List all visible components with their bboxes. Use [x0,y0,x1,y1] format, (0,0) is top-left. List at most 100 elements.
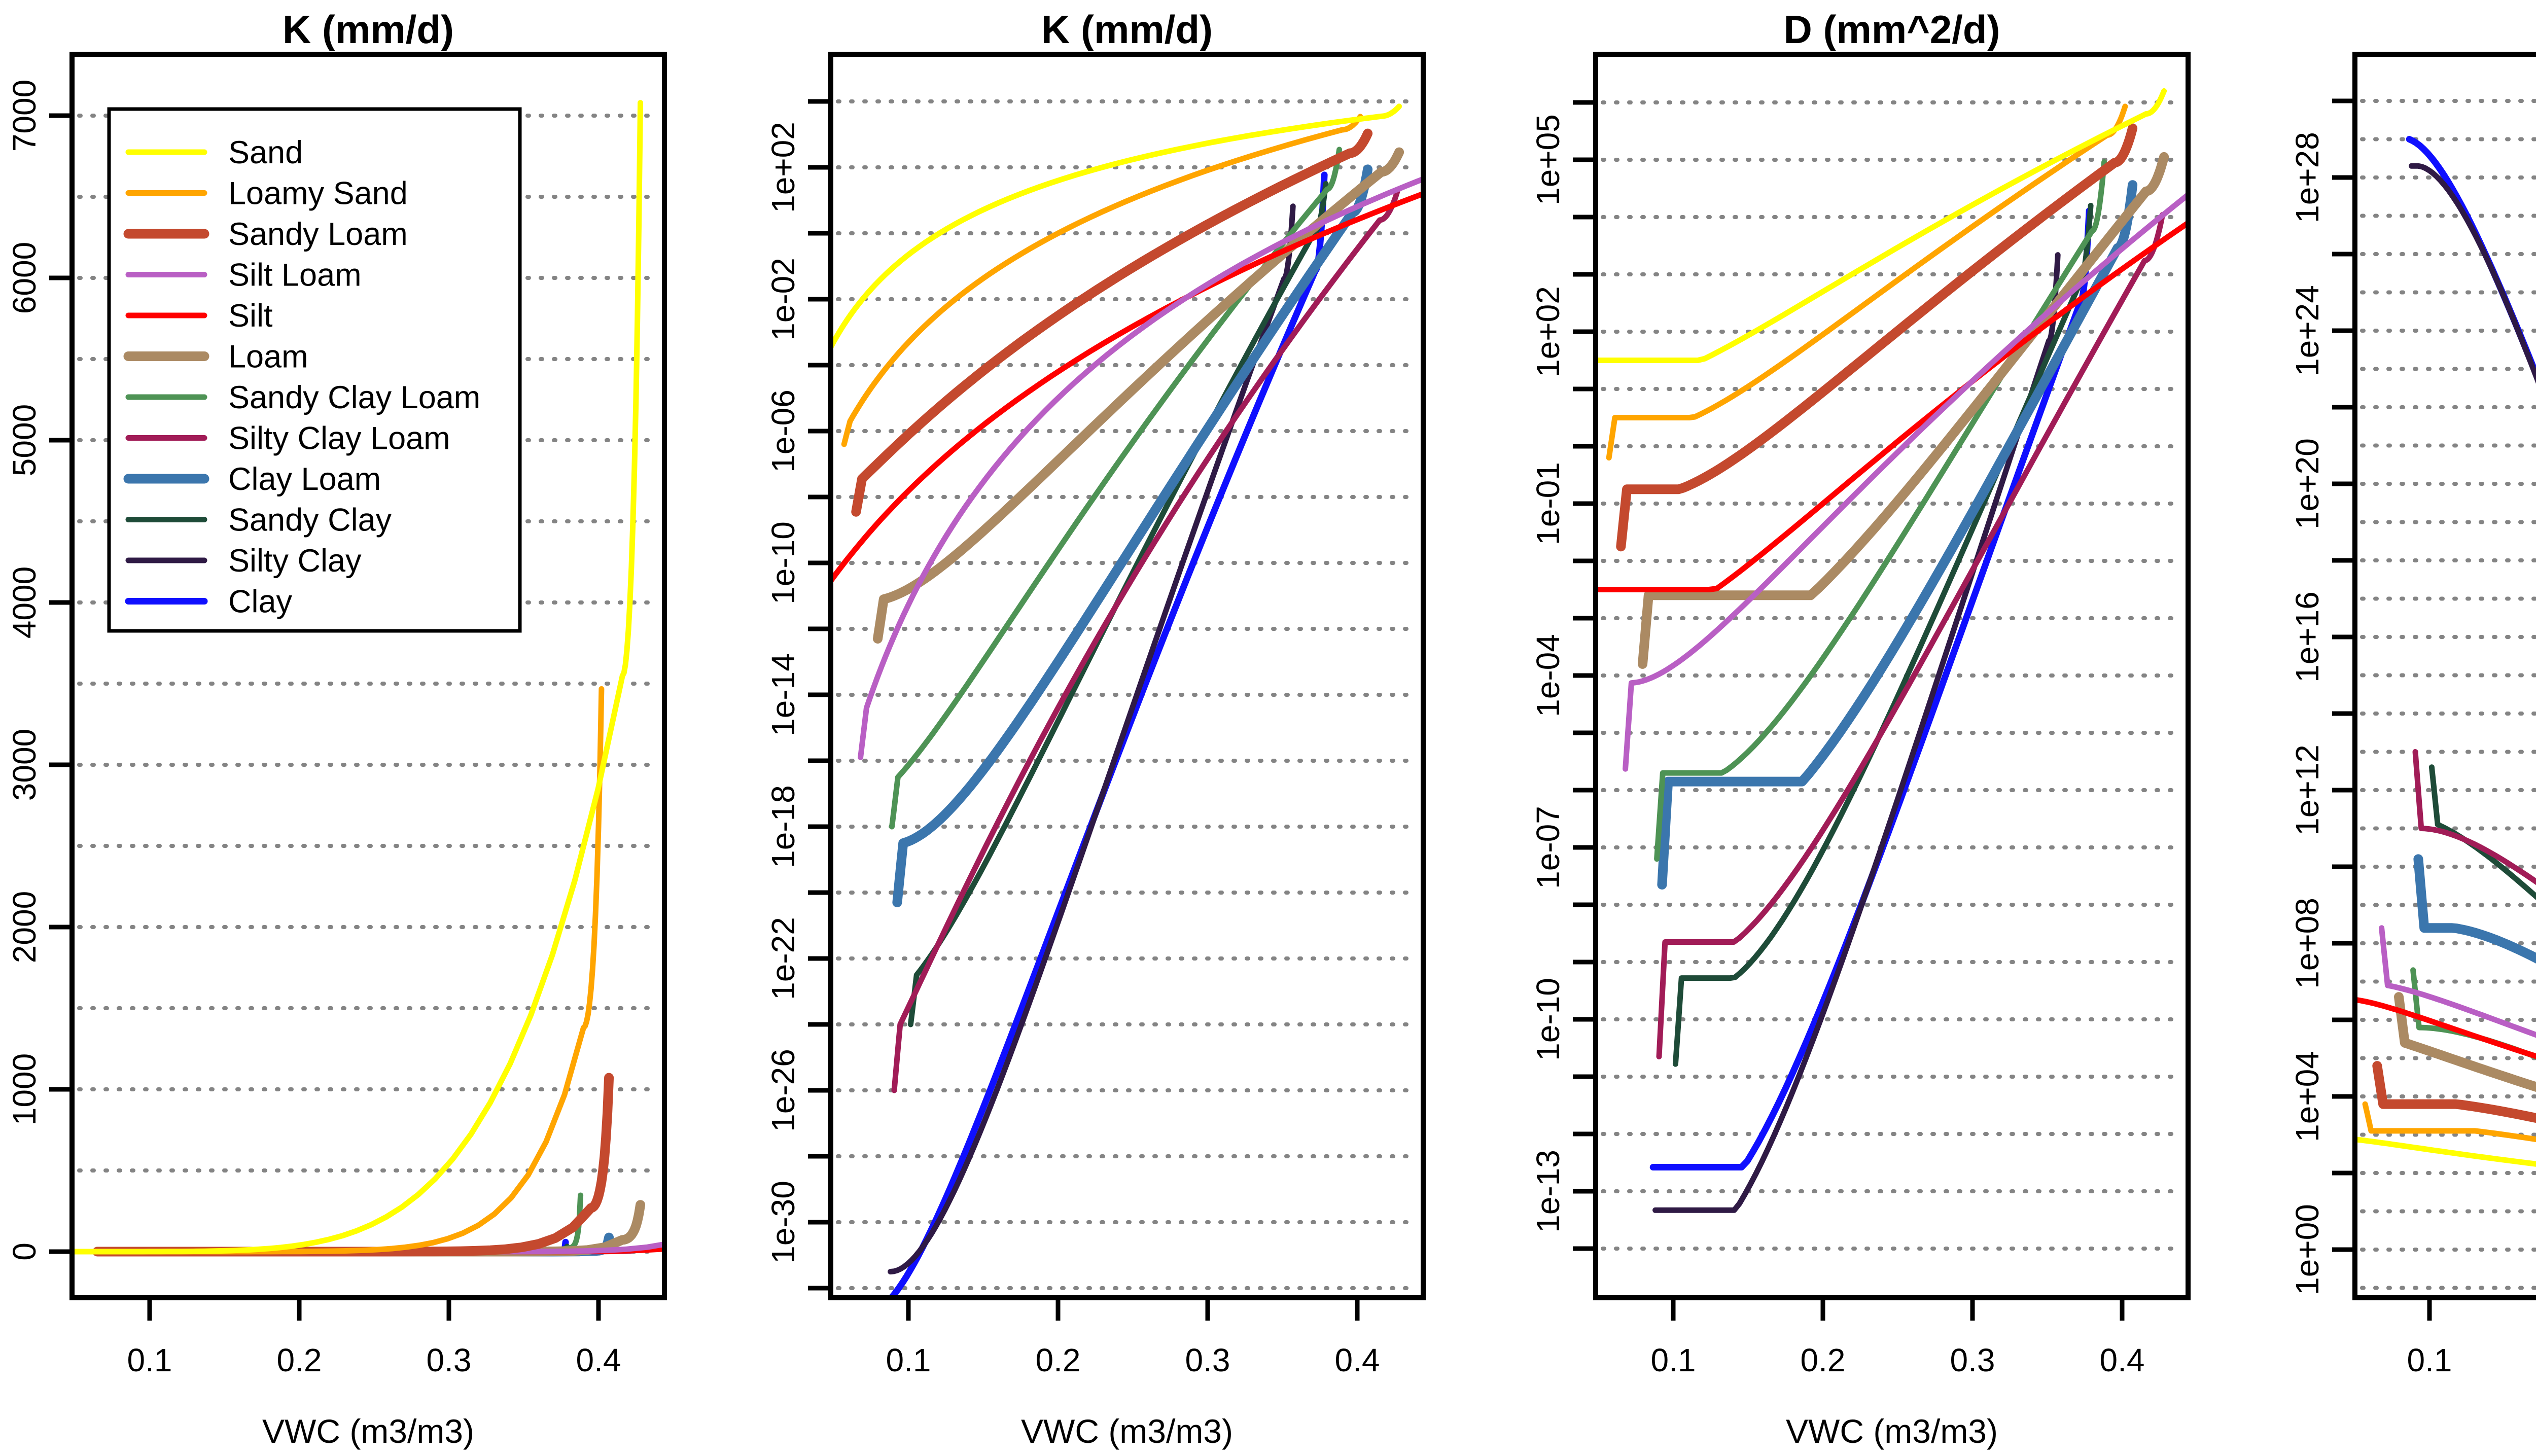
plot-frame [828,52,1426,1300]
legend-item-sandy-clay: Sandy Clay [125,503,392,538]
legend-item-sand: Sand [125,135,303,170]
y-tick-label: 7000 [6,80,43,152]
legend-item-sandy-loam: Sandy Loam [123,217,408,252]
y-tick-label: 1e+16 [2289,591,2326,683]
curve-clay-loam [2413,854,2536,964]
legend-item-loamy-sand: Loamy Sand [125,176,408,211]
y-tick-label: 2000 [6,891,43,963]
legend-item-label: Sandy Loam [228,217,408,252]
y-tick-label: 1e-02 [765,258,801,341]
y-tick-label: 1e-22 [765,917,801,1000]
y-tick-label: 1e+02 [1530,286,1566,377]
legend-item-label: Loam [228,339,308,375]
x-tick-label: 0.4 [1335,1342,1380,1378]
x-tick-label: 0.3 [427,1342,472,1378]
legend-item-loam: Loam [123,339,308,375]
x-tick-label: 0.4 [2100,1342,2145,1378]
legend-item-label: Loamy Sand [228,176,408,211]
curve-sandy-loam [1616,123,2138,552]
y-tick-label: 1e-18 [765,785,801,868]
y-tick-label: 1000 [6,1053,43,1125]
x-tick-label: 0.2 [277,1342,322,1378]
panel-title-d: D (mm^2/d) [1784,7,2000,52]
y-tick-label: 1e+05 [1530,114,1566,205]
curve-sandy-loam [851,128,1373,517]
curve-loam [2394,992,2536,1092]
curve-silty-clay-loam [891,188,1401,1093]
y-tick-label: 1e-10 [765,521,801,605]
legend-item-label: Sandy Clay Loam [228,380,480,415]
y-tick-label: 1e+12 [2289,744,2326,836]
x-tick-label: 0.3 [1185,1342,1230,1378]
legend-item-silt-loam: Silt Loam [125,258,362,293]
x-axis-label-1: VWC (m3/m3) [262,1412,474,1450]
legend: Sand Loamy Sand Sandy Loam Silt Loam Silt Loa… [107,107,522,633]
legend-item-label: Silty Clay Loam [228,421,450,456]
x-axis-label-2: VWC (m3/m3) [1021,1412,1233,1450]
legend-item-clay-loam: Clay Loam [123,461,381,497]
legend-item-label: Sand [228,135,303,170]
legend-item-label: Silty Clay [228,543,362,579]
legend-item-silty-clay-loam: Silty Clay Loam [125,421,450,456]
curve-sand [2355,1137,2536,1167]
x-tick-label: 0.4 [576,1342,621,1378]
curve-sand [1596,88,2167,363]
curve-sandy-clay-loam [1654,159,2107,862]
x-tick-label: 0.3 [1950,1342,1995,1378]
legend-item-sandy-clay-loam: Sandy Clay Loam [125,380,480,415]
legend-item-silt: Silt [125,298,273,334]
plot-frame [69,52,667,1300]
plot-frame [2352,52,2536,1300]
curve-silty-clay [888,203,1296,1274]
y-tick-label: 3000 [6,729,43,801]
curve-silty-clay [2409,163,2536,384]
curve-silt [2355,997,2536,1059]
legend-item-label: Silt [228,298,273,334]
x-tick-label: 0.2 [1036,1342,1081,1378]
y-tick-label: 1e-26 [765,1049,801,1132]
panel-d-log: 1e+05 1e+02 1e-01 1e-04 1e-07 1e-10 1e-13 0.1 0.… [1530,52,2191,1378]
y-tick-label: 1e-10 [1530,978,1566,1061]
curve-sand [831,103,1402,353]
panel-k-log: 1e+02 1e-02 1e-06 1e-10 1e-14 1e-18 1e-22 1e-26… [765,52,1426,1378]
panel-title-k-linear: K (mm/d) [283,7,454,52]
curve-silty-clay [1652,252,2061,1213]
y-tick-label: 1e-14 [765,653,801,736]
y-tick-label: 1e-06 [765,389,801,473]
curve-loamy-sand [841,114,1363,447]
x-tick-label: 0.1 [886,1342,931,1378]
curve-loamy-sand [2362,1101,2536,1143]
panel-psi-log: 1e+28 1e+24 1e+20 1e+16 1e+12 1e+08 1e+04 1e+00… [2289,52,2536,1378]
curve-clay-loam [892,164,1373,907]
curve-loam [1638,152,2169,669]
x-tick-label: 0.1 [127,1342,172,1378]
curve-sandy-loam [2372,1061,2536,1123]
curve-silty-clay-loam [1656,212,2166,1059]
y-tick-label: 1e+00 [2289,1204,2326,1295]
y-tick-label: 1e-30 [765,1181,801,1264]
legend-item-label: Clay [228,584,293,620]
x-tick-label: 0.2 [1801,1342,1846,1378]
curve-sandy-clay-loam [889,147,1343,830]
legend-box [107,107,522,633]
y-tick-label: 1e-13 [1530,1150,1566,1233]
y-tick-label: 1e+24 [2289,285,2326,376]
y-tick-label: 1e+28 [2289,132,2326,223]
y-tick-label: 4000 [6,566,43,638]
curve-clay [2406,136,2536,383]
y-tick-label: 1e-01 [1530,462,1566,545]
curve-silt-loam [1623,191,2188,772]
y-tick-label: 5000 [6,404,43,476]
y-tick-label: 1e-04 [1530,634,1566,717]
panel-title-k-log: K (mm/d) [1041,7,1213,52]
x-tick-label: 0.1 [2407,1342,2452,1378]
x-axis-label-3: VWC (m3/m3) [1786,1412,1998,1450]
curve-sand [72,100,644,1255]
y-tick-label: 1e-07 [1530,806,1566,889]
legend-item-label: Clay Loam [228,461,381,497]
legend-item-label: Sandy Clay [228,503,392,538]
y-tick-label: 1e+20 [2289,438,2326,529]
y-tick-label: 6000 [6,242,43,314]
